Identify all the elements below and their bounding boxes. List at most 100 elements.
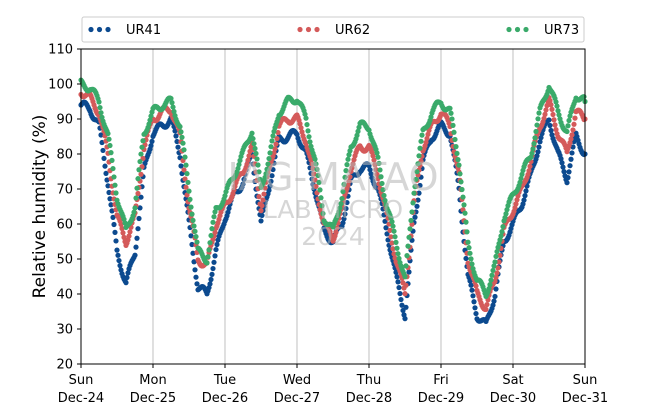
data-point: [395, 251, 401, 257]
data-point: [383, 225, 389, 231]
watermark-line-3: 2024: [301, 222, 365, 251]
data-point: [136, 167, 142, 173]
data-point: [182, 176, 188, 182]
data-point: [194, 281, 200, 287]
data-point: [425, 131, 431, 137]
y-axis-title: Relative humidity (%): [30, 115, 50, 299]
data-point: [173, 133, 179, 139]
data-point: [513, 201, 519, 207]
data-point: [266, 187, 272, 193]
x-tick-label-day: Mon: [139, 373, 166, 388]
data-point: [391, 228, 397, 234]
data-point: [492, 278, 498, 284]
data-point: [405, 243, 411, 249]
data-point: [450, 122, 456, 128]
data-point: [225, 209, 231, 215]
data-point: [172, 128, 178, 134]
data-point: [114, 247, 120, 253]
data-point: [462, 210, 468, 216]
data-point: [97, 104, 103, 111]
data-point: [570, 127, 576, 133]
data-point: [366, 127, 372, 133]
legend-marker: [297, 26, 303, 33]
data-point: [534, 122, 540, 128]
legend-marker: [96, 26, 103, 33]
data-point: [531, 141, 537, 147]
data-point: [403, 304, 409, 310]
data-point: [415, 197, 421, 203]
data-point: [131, 209, 137, 215]
data-point: [345, 182, 351, 188]
data-point: [133, 244, 139, 250]
data-point: [275, 129, 281, 136]
data-point: [499, 229, 505, 235]
data-point: [102, 163, 108, 169]
data-point: [138, 194, 144, 200]
data-point: [413, 176, 419, 183]
data-point: [543, 107, 549, 113]
data-point: [461, 202, 467, 208]
data-point: [381, 192, 387, 199]
data-point: [188, 233, 194, 239]
x-tick-label-date: Dec-28: [346, 391, 392, 406]
data-point: [469, 261, 475, 267]
data-point: [298, 125, 304, 131]
data-point: [259, 212, 265, 218]
data-point: [390, 246, 396, 252]
data-point: [213, 246, 219, 253]
data-point: [310, 165, 316, 172]
y-tick-label: 100: [48, 78, 73, 93]
data-point: [564, 128, 570, 135]
data-point: [411, 190, 417, 196]
data-point: [504, 207, 510, 213]
data-point: [184, 192, 190, 198]
data-point: [259, 203, 265, 209]
data-point: [107, 196, 113, 202]
data-point: [253, 150, 259, 157]
x-tick-label-day: Sun: [69, 373, 94, 388]
data-point: [536, 110, 542, 116]
data-points: [78, 77, 588, 325]
data-point: [115, 252, 121, 258]
data-point: [533, 128, 539, 135]
data-point: [554, 103, 560, 109]
data-point: [138, 171, 144, 177]
data-point: [522, 193, 528, 199]
data-point: [523, 188, 529, 194]
data-point: [171, 108, 177, 115]
data-point: [244, 161, 250, 167]
x-tick-label-day: Sat: [502, 373, 523, 388]
data-point: [393, 269, 399, 275]
data-point: [565, 175, 571, 181]
data-point: [417, 145, 423, 151]
data-point: [521, 197, 527, 203]
data-point: [530, 146, 536, 152]
data-point: [113, 238, 119, 244]
data-point: [403, 282, 409, 288]
data-point: [269, 138, 275, 144]
data-point: [207, 240, 213, 246]
data-point: [463, 255, 469, 262]
legend-marker: [514, 26, 521, 33]
data-point: [260, 197, 266, 203]
data-point: [390, 223, 396, 229]
data-point: [308, 157, 314, 163]
data-point: [186, 188, 192, 194]
data-point: [581, 94, 587, 100]
data-point: [123, 280, 129, 286]
data-point: [564, 180, 570, 186]
data-point: [207, 281, 213, 287]
data-point: [453, 144, 459, 150]
data-point: [372, 162, 378, 168]
data-point: [209, 226, 215, 232]
data-point: [553, 126, 559, 133]
data-point: [317, 187, 323, 193]
data-point: [454, 150, 460, 157]
data-point: [548, 127, 554, 134]
data-point: [111, 174, 117, 180]
data-point: [569, 150, 575, 156]
data-point: [209, 271, 215, 277]
data-point: [258, 218, 264, 224]
data-point: [211, 259, 217, 265]
data-point: [272, 146, 278, 152]
